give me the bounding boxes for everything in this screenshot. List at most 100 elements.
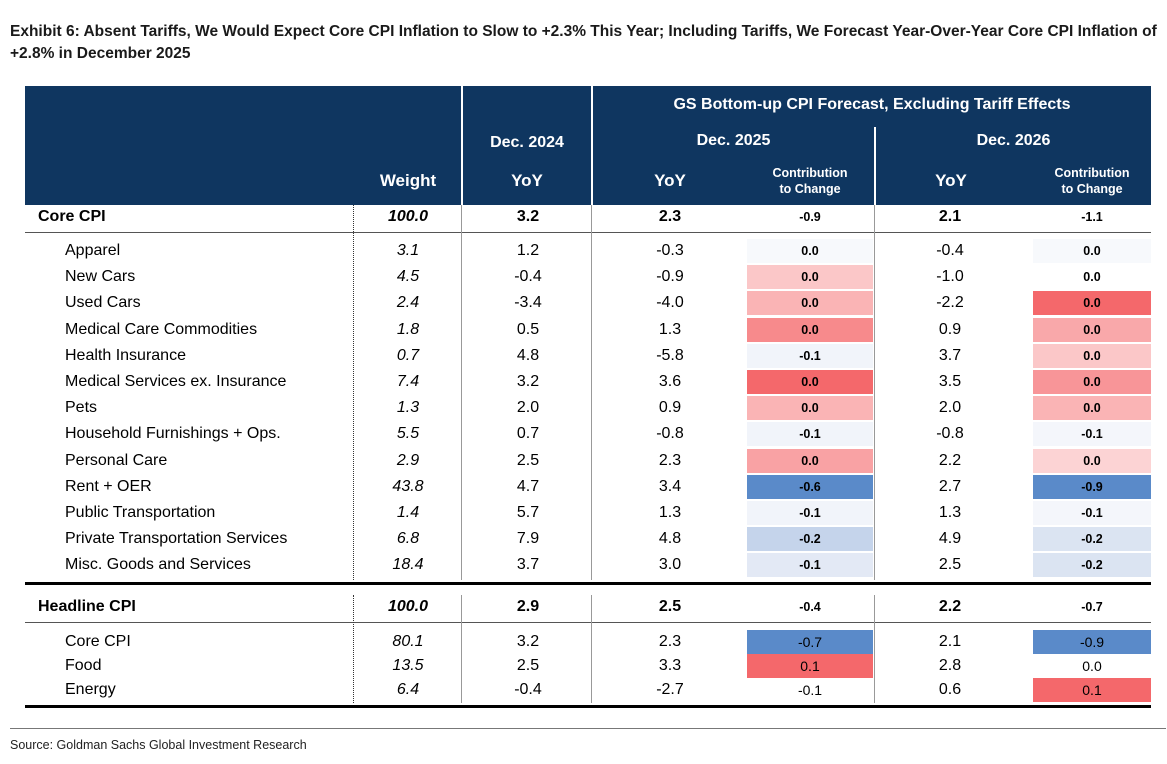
table-row: Private Transportation Services 6.8 7.9 4.8… [25, 526, 1151, 552]
row-contrib-2025: -0.1 [747, 343, 873, 368]
row-label: Apparel [65, 242, 121, 259]
header-weight: Weight [379, 171, 437, 190]
table-row: Health Insurance 0.7 4.8 -5.8 -0.1 3.7 0.0 [25, 343, 1151, 369]
row-yoy-2026: -0.4 [936, 242, 964, 259]
table-row: New Cars 4.5 -0.4 -0.9 0.0 -1.0 0.0 [25, 264, 1151, 290]
group-title: GS Bottom-up CPI Forecast, Excluding Tar… [673, 96, 1071, 113]
row-yoy-2025: -0.9 [656, 268, 684, 286]
column-divider [461, 205, 462, 580]
row-contrib-2026: 0.0 [1033, 343, 1151, 368]
table-row: Energy 6.4 -0.4 -2.7 -0.1 0.6 0.1 [25, 677, 1151, 703]
row-contrib-2025: -0.7 [747, 630, 873, 654]
row-yoy-2024: 5.7 [516, 504, 540, 521]
row-weight: 1.4 [396, 504, 420, 521]
header-yoy-2025: YoY [654, 171, 686, 190]
row-label: Medical Services ex. Insurance [65, 373, 287, 390]
row-contrib-2025: 0.0 [747, 317, 873, 342]
row-contrib-2025: 0.0 [747, 370, 873, 394]
row-yoy-2024: -0.4 [514, 268, 542, 286]
table-row: Medical Care Commodities 1.8 0.5 1.3 0.0 0.9 0… [25, 317, 1151, 343]
row-weight: 43.8 [392, 477, 424, 495]
row-yoy-2025: 2.3 [658, 633, 682, 650]
header-divider [591, 86, 593, 205]
header-divider [461, 86, 463, 205]
table-row: Pets 1.3 2.0 0.9 0.0 2.0 0.0 [25, 395, 1151, 421]
row-yoy-2024: 0.5 [516, 320, 540, 338]
row-yoy-2025: 0.9 [658, 399, 682, 417]
row-yoy-2026: 2.5 [938, 556, 962, 574]
row-weight: 3.1 [396, 242, 420, 259]
row-yoy-2026: -0.8 [936, 425, 964, 443]
row-yoy-2024: 1.2 [516, 242, 540, 259]
row-yoy-2026: 2.2 [938, 451, 962, 469]
row-contrib-2026: -0.9 [1033, 630, 1151, 654]
row-yoy-2025: 3.4 [658, 477, 682, 495]
source-note: Source: Goldman Sachs Global Investment … [10, 738, 307, 752]
row-label: Used Cars [65, 294, 141, 312]
table-row: Household Furnishings + Ops. 5.5 0.7 -0.8 -0… [25, 421, 1151, 447]
row-label: Food [65, 657, 102, 674]
row-yoy-2025: 3.3 [658, 657, 682, 674]
row-yoy-2024: 4.7 [516, 477, 540, 495]
table-row: Used Cars 2.4 -3.4 -4.0 0.0 -2.2 0.0 [25, 290, 1151, 316]
row-yoy-2025: -0.3 [656, 242, 684, 259]
row-yoy-2025: 4.8 [658, 530, 682, 548]
row-yoy-2024: 0.7 [516, 425, 540, 443]
row-weight: 7.4 [396, 373, 420, 390]
row-yoy-2024: 4.8 [516, 346, 540, 364]
row-yoy-2025: -4.0 [656, 294, 684, 312]
column-divider [591, 205, 592, 580]
row-label: Personal Care [65, 451, 168, 469]
header-dec-2024: Dec. 2024 [490, 134, 564, 151]
row-contrib-2025: -0.1 [747, 553, 873, 578]
row-yoy-2025: 2.3 [658, 451, 682, 469]
column-divider [874, 595, 875, 703]
header-dec-2025: Dec. 2025 [696, 132, 771, 149]
row-contrib-2025: -0.1 [747, 678, 873, 702]
row-contrib-2026: -0.9 [1033, 474, 1151, 499]
table-bottom-rule [25, 705, 1151, 708]
row-yoy-2025: 3.0 [658, 556, 682, 574]
row-contrib-2026: -0.1 [1033, 501, 1151, 525]
header-contrib-2025: Contribution to Change [772, 166, 848, 196]
row-yoy-2026: 2.8 [938, 657, 962, 674]
row-yoy-2026: 2.7 [938, 477, 962, 495]
row-weight: 4.5 [396, 268, 420, 286]
column-divider [353, 205, 354, 580]
table-row: Rent + OER 43.8 4.7 3.4 -0.6 2.7 -0.9 [25, 474, 1151, 500]
row-yoy-2025: 3.6 [658, 373, 682, 390]
exhibit-title: Exhibit 6: Absent Tariffs, We Would Expe… [10, 23, 1157, 62]
section-divider [25, 232, 1151, 233]
row-yoy-2025: -0.8 [656, 425, 684, 443]
section-divider-thick [25, 582, 1151, 585]
table-row: Medical Services ex. Insurance 7.4 3.2 3.6 0… [25, 369, 1151, 395]
row-label: Pets [65, 399, 98, 417]
row-yoy-2026: 0.6 [938, 681, 962, 698]
row-label: Private Transportation Services [65, 530, 288, 548]
row-contrib-2026: 0.0 [1033, 370, 1151, 394]
row-yoy-2025: 1.3 [658, 320, 682, 338]
column-divider [461, 595, 462, 703]
table-row: Apparel 3.1 1.2 -0.3 0.0 -0.4 0.0 [25, 238, 1151, 264]
row-yoy-2026: 2.1 [938, 633, 962, 650]
row-yoy-2024: -3.4 [514, 294, 542, 312]
row-yoy-2024: 7.9 [516, 530, 540, 548]
row-weight: 5.5 [396, 425, 420, 443]
row-yoy-2026: -2.2 [936, 294, 964, 312]
row-weight: 6.4 [396, 681, 420, 698]
row-contrib-2026: -0.2 [1033, 553, 1151, 578]
row-contrib-2026: 0.0 [1033, 317, 1151, 342]
table-header [25, 86, 1151, 205]
row-label: Public Transportation [65, 504, 216, 521]
row-yoy-2024: 3.2 [516, 633, 540, 650]
row-weight: 1.8 [396, 320, 420, 338]
header-contrib-2026: Contribution to Change [1054, 166, 1130, 196]
row-yoy-2026: 3.7 [938, 346, 962, 364]
row-label: Core CPI [65, 633, 131, 650]
row-contrib-2025: 0.1 [747, 654, 873, 678]
row-yoy-2026: 3.5 [938, 373, 962, 390]
table-row: Personal Care 2.9 2.5 2.3 0.0 2.2 0.0 [25, 448, 1151, 474]
row-contrib-2025: -0.1 [747, 501, 873, 525]
header-divider [874, 127, 876, 205]
row-yoy-2026: 4.9 [938, 530, 962, 548]
